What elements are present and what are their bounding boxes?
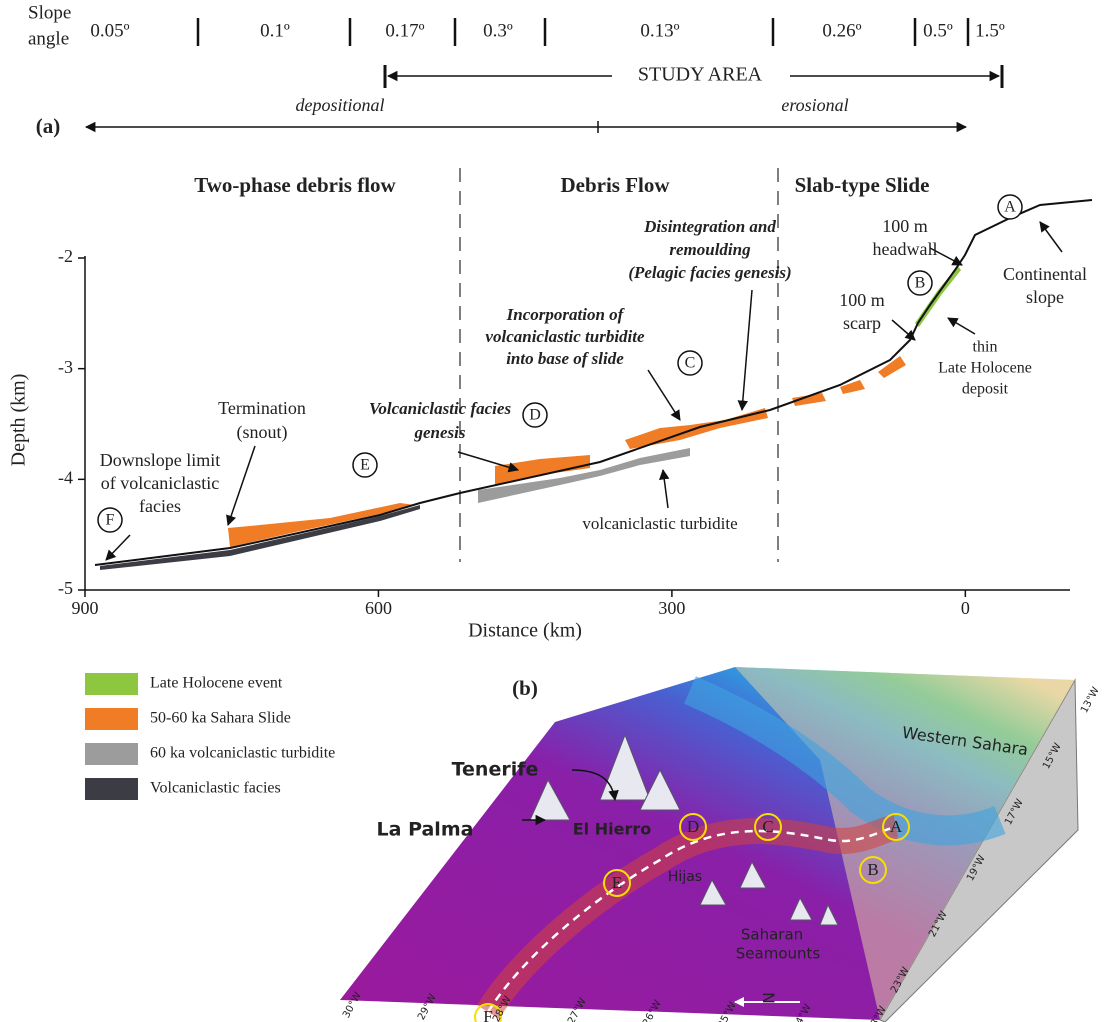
annotation: slope [1026, 287, 1064, 307]
marker-letter: E [612, 873, 622, 892]
legend: Late Holocene event 50-60 ka Sahara Slide… [85, 673, 335, 800]
figure: Late Holocene event 50-60 ka Sahara Slide… [0, 0, 1104, 1022]
x-tick-label: 900 [72, 598, 99, 618]
marker-letter: D [529, 407, 541, 424]
section-title: Two-phase debris flow [194, 173, 396, 197]
place-label: Seamounts [736, 945, 821, 963]
y-tick-label: -2 [58, 246, 73, 266]
annotation: thin [973, 339, 998, 356]
annotation: Volcaniclastic facies [369, 399, 512, 418]
slope-angle: 0.5º [923, 20, 953, 41]
annotation: volcaniclastic turbidite [485, 327, 645, 346]
process-label: depositional [296, 95, 385, 115]
annotation: headwall [873, 239, 938, 259]
y-tick-label: -5 [58, 578, 73, 598]
marker-letter: B [915, 275, 926, 292]
annotation: Late Holocene [938, 360, 1032, 377]
annotation: deposit [962, 381, 1009, 398]
legend-swatch [85, 673, 138, 695]
annotation: (Pelagic facies genesis) [628, 263, 791, 282]
section-title: Debris Flow [560, 173, 670, 197]
x-tick-label: 300 [658, 598, 685, 618]
marker-letter: C [762, 817, 773, 836]
y-tick-label: -4 [58, 467, 73, 487]
annotation: Termination [218, 398, 306, 418]
place-label: La Palma [377, 819, 474, 841]
place-label: El Hierro [573, 820, 651, 839]
annotation: (snout) [237, 422, 288, 443]
marker-letter: A [1004, 199, 1016, 216]
legend-swatch [85, 778, 138, 800]
marker-letter: D [687, 817, 699, 836]
slope-angle: 1.5º [975, 20, 1005, 41]
slope-angle: 0.13º [640, 20, 679, 41]
annotation: 100 m [839, 290, 885, 310]
annotation: scarp [843, 313, 881, 333]
slope-label: angle [28, 28, 69, 49]
marker-letter: B [867, 860, 878, 879]
annotation: Incorporation of [506, 305, 626, 324]
axis-title: Depth (km) [8, 374, 30, 467]
legend-swatch [85, 743, 138, 765]
map [340, 667, 1078, 1022]
annotation: of volcaniclastic [101, 473, 219, 493]
annotation: volcaniclastic turbidite [582, 514, 737, 533]
annotation: Continental [1003, 264, 1087, 284]
legend-label: Late Holocene event [150, 675, 283, 692]
slope-angle: 0.17º [385, 20, 424, 41]
process-label: erosional [781, 95, 848, 115]
legend-label: Volcaniclastic facies [150, 780, 281, 797]
annotation: remoulding [669, 240, 751, 259]
legend-swatch [85, 708, 138, 730]
process-arrow [86, 121, 966, 133]
annotation: Disintegration and [643, 217, 776, 236]
legend-label: 50-60 ka Sahara Slide [150, 710, 291, 727]
slope-angle: 0.26º [822, 20, 861, 41]
north-label: N [760, 992, 779, 1004]
annotation: genesis [414, 423, 466, 442]
lat-label: 13°W [1079, 685, 1102, 715]
slope-angle: 0.1º [260, 20, 290, 41]
y-tick-label: -3 [58, 357, 73, 377]
place-label: Tenerife [452, 759, 539, 781]
axis-title: Distance (km) [468, 620, 582, 642]
legend-label: 60 ka volcaniclastic turbidite [150, 745, 335, 762]
panel-label: (a) [36, 114, 61, 138]
x-tick-label: 600 [365, 598, 392, 618]
annotation: 100 m [882, 216, 928, 236]
annotation: into base of slide [506, 349, 624, 368]
marker-letter: F [106, 512, 115, 529]
slope-angle: 0.05º [90, 20, 129, 41]
panel-label: (b) [512, 676, 538, 700]
place-label: Hijas [668, 869, 702, 885]
slope-label: Slope [28, 2, 71, 23]
section-title: Slab-type Slide [795, 173, 930, 197]
marker-letter: C [685, 355, 696, 372]
slope-angle: 0.3º [483, 20, 513, 41]
x-tick-label: 0 [961, 598, 970, 618]
annotation: facies [139, 496, 181, 516]
annotation: Downslope limit [100, 450, 221, 470]
study-area: STUDY AREA [638, 64, 763, 86]
marker-letter: E [360, 457, 370, 474]
place-label: Saharan [741, 926, 803, 944]
marker-letter: A [890, 817, 903, 836]
